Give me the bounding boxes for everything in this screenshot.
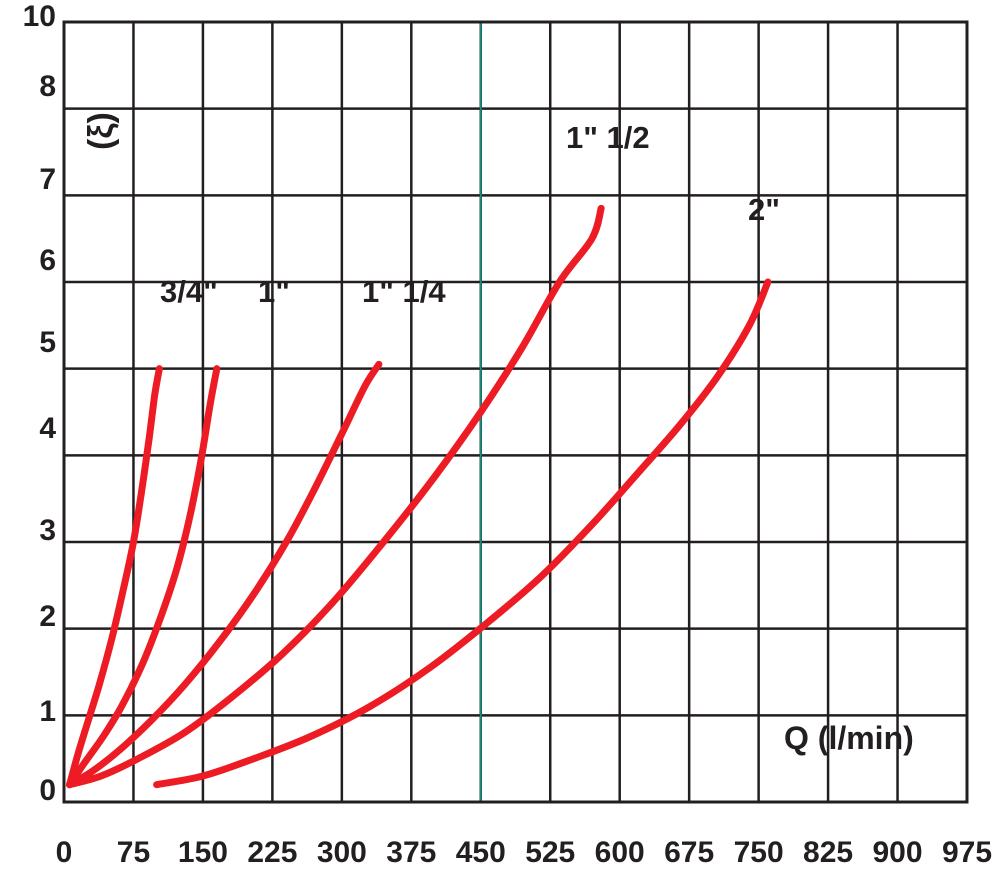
x-axis-title: Q (l/min) (784, 720, 914, 756)
curve-label-1: 1" (258, 274, 290, 309)
y-tick-1: 1 (39, 695, 56, 728)
curve-group (66, 204, 772, 789)
x-tick-975: 975 (941, 836, 993, 869)
x-tick-375: 375 (386, 836, 437, 869)
y-tick-7: 7 (39, 163, 56, 196)
curve-2 (153, 278, 772, 789)
y-tick-2: 2 (39, 600, 56, 633)
x-tick-825: 825 (803, 836, 854, 869)
grid-lines (62, 20, 969, 804)
y-tick-6: 6 (39, 244, 56, 277)
x-tick-450: 450 (455, 836, 506, 869)
y-tick-10: 10 (22, 0, 56, 33)
y-tick-5: 5 (39, 326, 56, 359)
x-tick-300: 300 (316, 836, 367, 869)
curve-1-1-2 (66, 204, 605, 789)
x-tick-600: 600 (594, 836, 645, 869)
x-tick-225: 225 (247, 836, 298, 869)
y-tick-4: 4 (39, 412, 56, 445)
curve-1-1-4 (66, 360, 383, 789)
curve-label-3-4: 3/4" (160, 274, 218, 309)
curve-label-2: 2" (748, 192, 780, 227)
curve-3-4 (66, 365, 163, 789)
curve-label-1-1-4: 1" 1/4 (362, 274, 446, 309)
plot-frame (62, 20, 969, 804)
x-tick-525: 525 (525, 836, 576, 869)
x-tick-75: 75 (116, 836, 151, 869)
x-tick-750: 750 (733, 836, 784, 869)
x-tick-150: 150 (177, 836, 228, 869)
y-tick-3: 3 (39, 514, 56, 547)
curve-label-1-1-2: 1" 1/2 (566, 120, 650, 155)
y-tick-8: 8 (39, 70, 56, 103)
x-tick-0: 0 (55, 836, 73, 869)
x-tick-900: 900 (872, 836, 923, 869)
curve-1 (66, 365, 221, 789)
x-tick-675: 675 (664, 836, 715, 869)
y-tick-0: 0 (39, 774, 56, 807)
y-axis-title: (ξ) (82, 112, 120, 150)
